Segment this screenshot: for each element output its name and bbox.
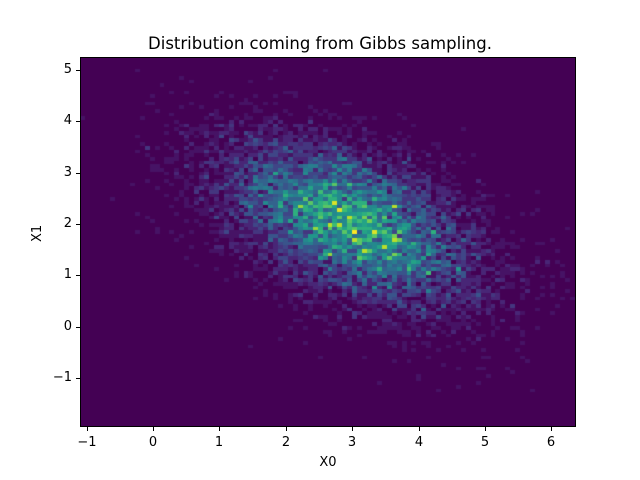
x-tick-label: 5 bbox=[480, 435, 490, 450]
x-tick-mark bbox=[485, 427, 486, 431]
y-axis-label: X1 bbox=[30, 224, 45, 242]
x-tick-mark bbox=[153, 427, 154, 431]
y-tick-mark bbox=[76, 70, 80, 71]
x-tick-mark bbox=[352, 427, 353, 431]
x-axis-label: X0 bbox=[319, 455, 337, 470]
hist2d-heatmap bbox=[81, 58, 575, 426]
x-tick-mark bbox=[286, 427, 287, 431]
y-tick-mark bbox=[76, 275, 80, 276]
y-tick-label: 5 bbox=[63, 62, 72, 77]
y-tick-label: 0 bbox=[63, 319, 72, 334]
x-tick-label: 0 bbox=[148, 435, 158, 450]
x-tick-label: 2 bbox=[281, 435, 291, 450]
y-tick-label: −1 bbox=[52, 370, 72, 385]
y-tick-mark bbox=[76, 327, 80, 328]
x-tick-mark bbox=[219, 427, 220, 431]
y-tick-label: 3 bbox=[63, 165, 72, 180]
plot-area bbox=[80, 57, 576, 427]
x-tick-mark bbox=[419, 427, 420, 431]
y-tick-mark bbox=[76, 121, 80, 122]
y-tick-label: 2 bbox=[63, 216, 72, 231]
x-tick-label: 1 bbox=[214, 435, 224, 450]
x-tick-mark bbox=[87, 427, 88, 431]
chart-title: Distribution coming from Gibbs sampling. bbox=[148, 34, 492, 53]
x-tick-label: 4 bbox=[414, 435, 424, 450]
y-tick-label: 4 bbox=[63, 113, 72, 128]
y-tick-label: 1 bbox=[63, 267, 72, 282]
x-tick-label: 6 bbox=[546, 435, 556, 450]
y-tick-mark bbox=[76, 224, 80, 225]
y-tick-mark bbox=[76, 173, 80, 174]
y-tick-mark bbox=[76, 378, 80, 379]
x-tick-label: 3 bbox=[347, 435, 357, 450]
x-tick-label: −1 bbox=[77, 435, 97, 450]
x-tick-mark bbox=[551, 427, 552, 431]
